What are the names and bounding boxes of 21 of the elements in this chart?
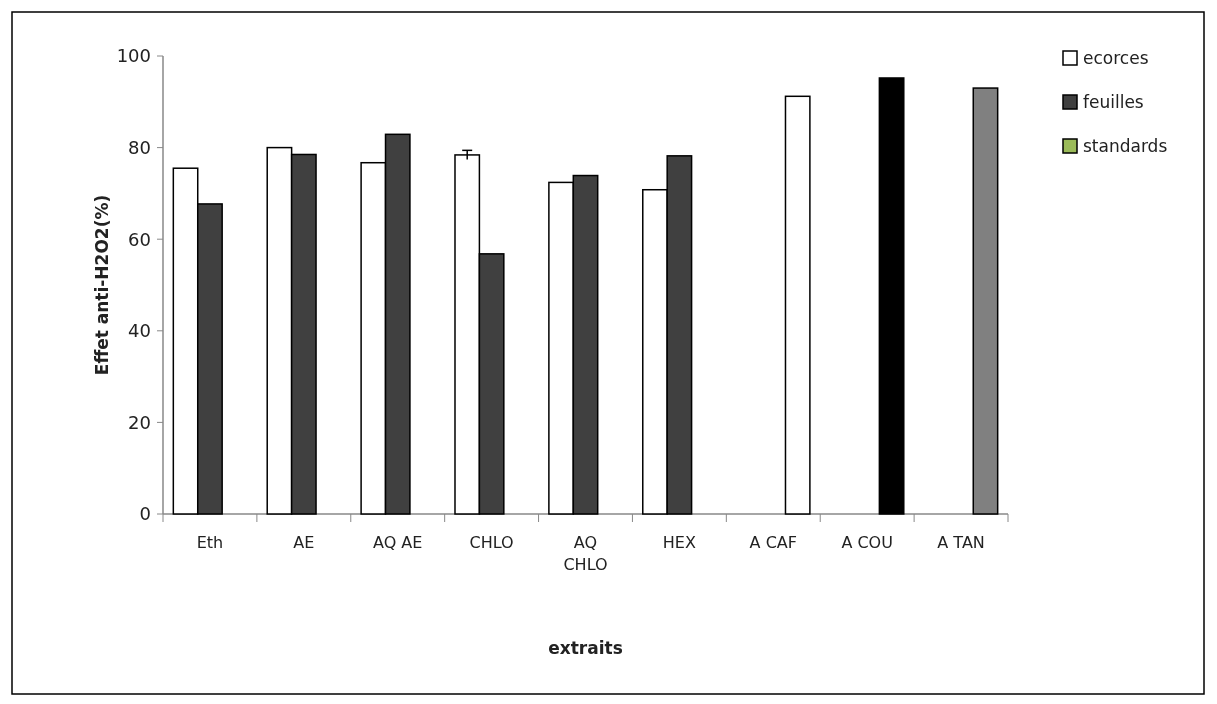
- y-tick-label: 0: [139, 503, 151, 525]
- y-tick-label: 100: [116, 45, 151, 67]
- x-tick-label: AQ AE: [373, 533, 423, 552]
- bar: [878, 77, 905, 515]
- y-axis-title: Effet anti-H2O2(%): [92, 194, 112, 376]
- x-tick-label: HEX: [662, 533, 696, 552]
- y-tick-label: 40: [128, 320, 151, 342]
- x-tick-label: Eth: [196, 533, 224, 552]
- x-axis-title: extraits: [548, 638, 623, 658]
- legend-label: feuilles: [1083, 91, 1144, 112]
- x-tick-label: A CAF: [749, 533, 797, 552]
- y-tick-label: 80: [128, 136, 151, 158]
- y-tick-label: 20: [128, 411, 151, 433]
- x-tick-label: A COU: [841, 533, 893, 552]
- y-tick-label: 60: [128, 228, 151, 250]
- x-tick-label: AQ CHLO: [563, 533, 608, 574]
- x-tick-label: A TAN: [937, 533, 985, 552]
- legend-label: ecorces: [1083, 47, 1149, 68]
- x-tick-label: CHLO: [469, 533, 514, 552]
- legend-label: standards: [1083, 135, 1168, 156]
- x-tick-label: AE: [293, 533, 315, 552]
